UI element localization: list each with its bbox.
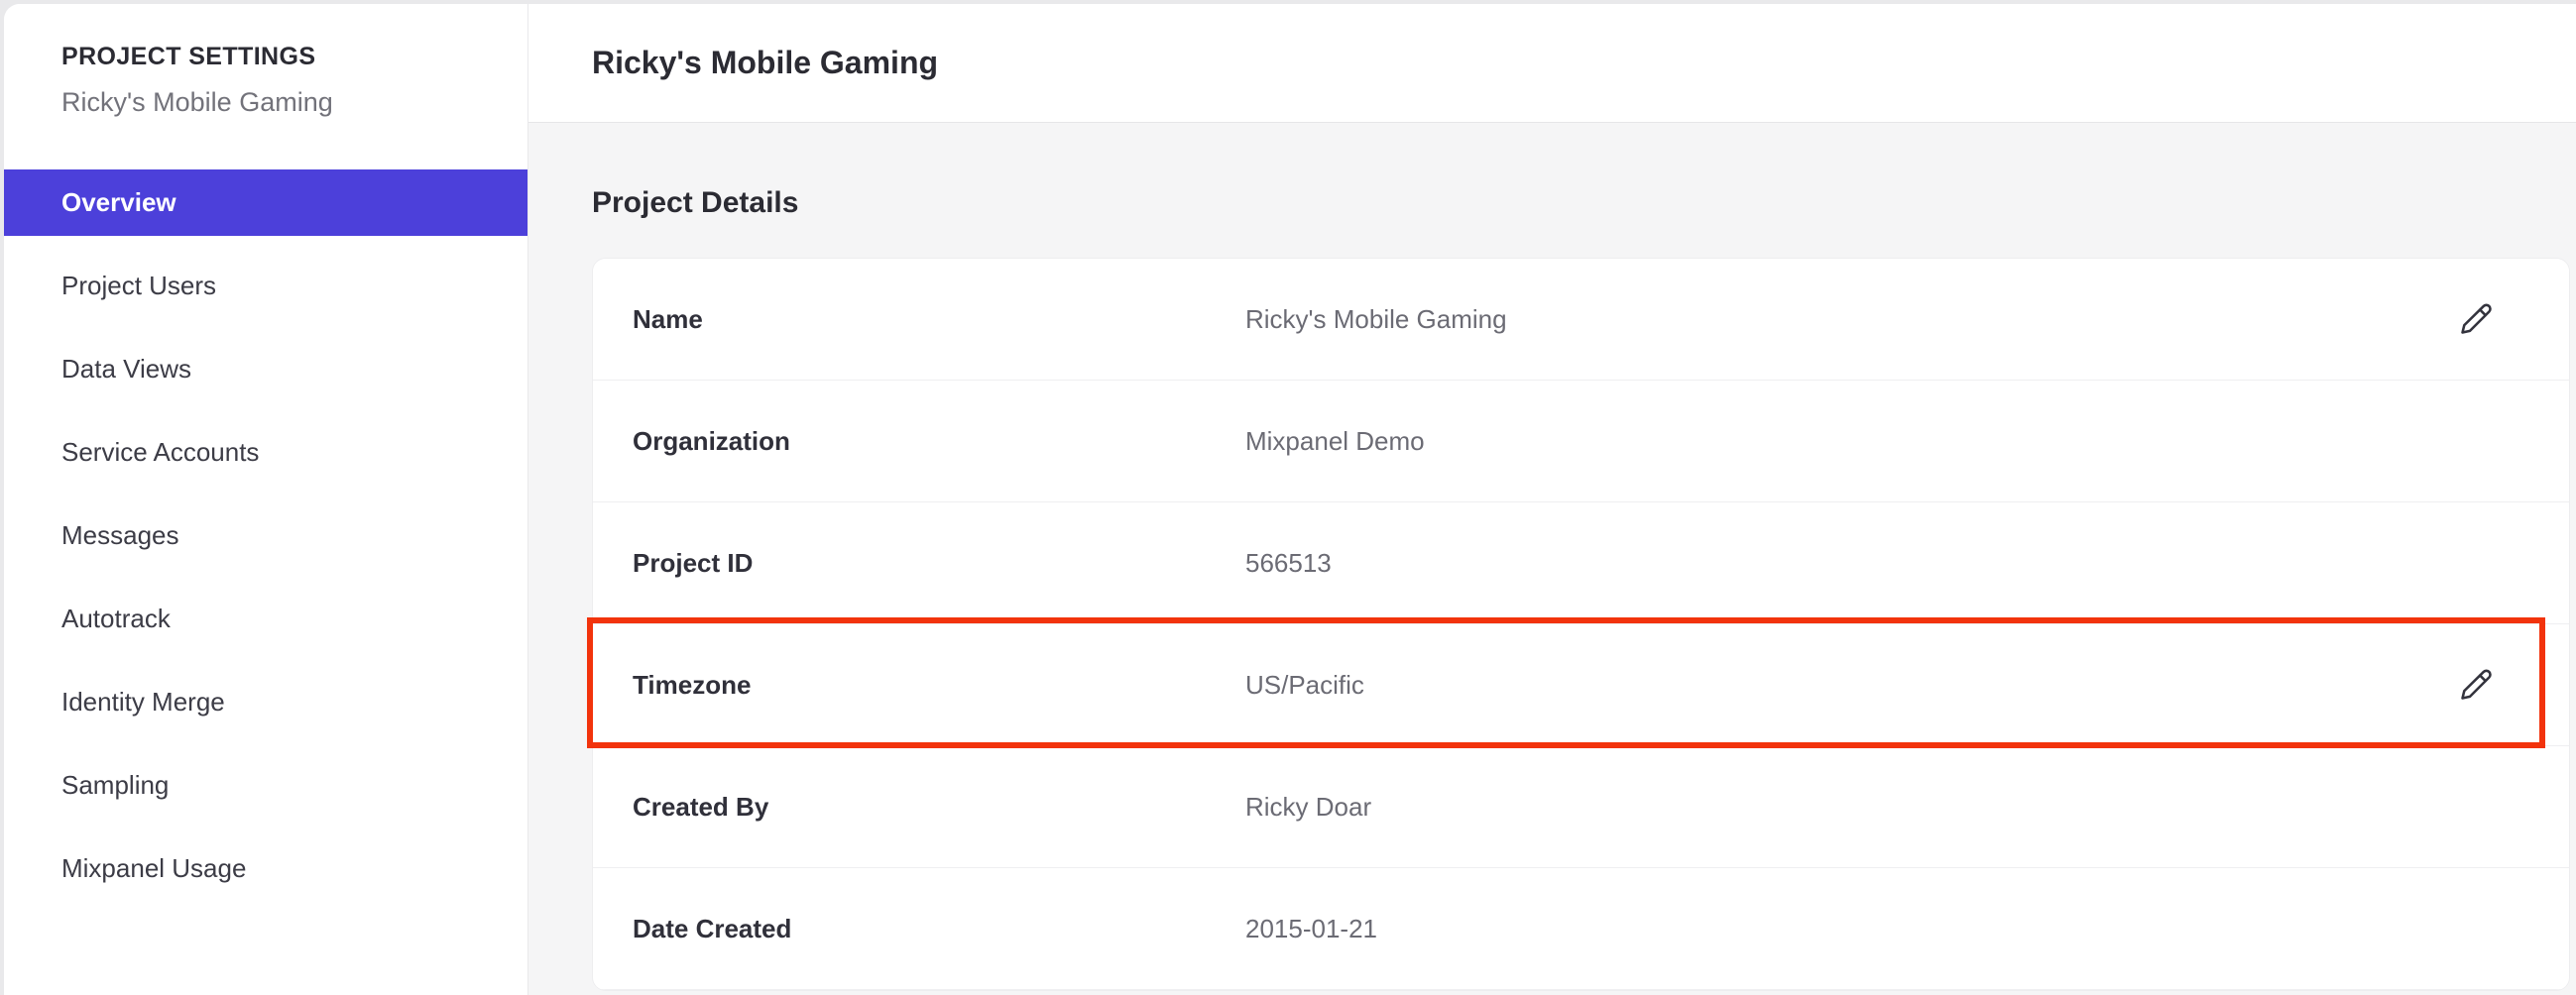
sidebar-item-sampling[interactable]: Sampling <box>61 770 170 800</box>
detail-value: Ricky's Mobile Gaming <box>1245 303 1507 334</box>
sidebar-item-identity-merge[interactable]: Identity Merge <box>61 687 225 717</box>
edit-name-button[interactable] <box>2454 297 2498 341</box>
sidebar-section-label: PROJECT SETTINGS <box>61 43 316 70</box>
main-content: Project Details Name Ricky's Mobile Gami… <box>528 123 2576 991</box>
main-panel: Ricky's Mobile Gaming Project Details Na… <box>528 4 2576 995</box>
edit-timezone-button[interactable] <box>2454 663 2498 707</box>
detail-row-created-by: Created By Ricky Doar <box>593 746 2569 868</box>
detail-value: Ricky Doar <box>1245 791 1372 822</box>
sidebar-item-overview[interactable]: Overview <box>4 169 527 236</box>
sidebar-header: PROJECT SETTINGS Ricky's Mobile Gaming <box>4 4 527 119</box>
detail-label: Organization <box>633 425 790 456</box>
sidebar-item-autotrack[interactable]: Autotrack <box>61 604 171 633</box>
pencil-icon <box>2461 669 2492 700</box>
sidebar-item-messages[interactable]: Messages <box>61 520 179 550</box>
detail-value: 566513 <box>1245 547 1332 578</box>
sidebar-item-data-views[interactable]: Data Views <box>61 354 192 384</box>
detail-value: US/Pacific <box>1245 669 1364 700</box>
project-details-card-wrap: Name Ricky's Mobile Gaming Organization … <box>587 258 2570 991</box>
section-title: Project Details <box>592 186 799 219</box>
project-details-card: Name Ricky's Mobile Gaming Organization … <box>592 258 2570 991</box>
pencil-icon <box>2461 303 2492 334</box>
detail-label: Timezone <box>633 669 752 700</box>
detail-value: Mixpanel Demo <box>1245 425 1425 456</box>
detail-label: Name <box>633 303 703 334</box>
sidebar-item-project-users[interactable]: Project Users <box>61 271 217 300</box>
detail-row-project-id: Project ID 566513 <box>593 502 2569 624</box>
app-window: PROJECT SETTINGS Ricky's Mobile Gaming O… <box>4 4 2576 995</box>
sidebar-item-service-accounts[interactable]: Service Accounts <box>61 437 260 467</box>
detail-label: Date Created <box>633 913 792 943</box>
detail-row-date-created: Date Created 2015-01-21 <box>593 868 2569 990</box>
sidebar-project-name: Ricky's Mobile Gaming <box>61 87 333 117</box>
settings-sidebar: PROJECT SETTINGS Ricky's Mobile Gaming O… <box>4 4 528 995</box>
detail-label: Created By <box>633 791 769 822</box>
detail-value: 2015-01-21 <box>1245 913 1377 943</box>
detail-row-timezone: Timezone US/Pacific <box>593 624 2569 746</box>
main-header: Ricky's Mobile Gaming <box>528 4 2576 123</box>
detail-label: Project ID <box>633 547 754 578</box>
detail-row-name: Name Ricky's Mobile Gaming <box>593 259 2569 381</box>
settings-nav: Overview Project Users Data Views Servic… <box>4 169 527 902</box>
detail-row-organization: Organization Mixpanel Demo <box>593 381 2569 502</box>
sidebar-item-mixpanel-usage[interactable]: Mixpanel Usage <box>61 853 247 883</box>
page-title: Ricky's Mobile Gaming <box>592 45 939 80</box>
